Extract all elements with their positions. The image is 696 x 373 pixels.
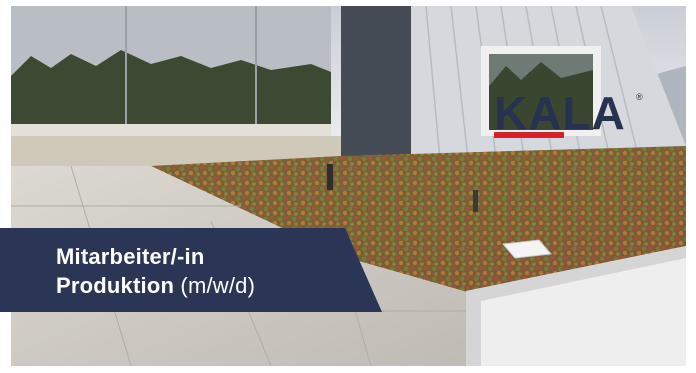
banner-shape [0,228,382,312]
roof-scene [11,6,686,366]
registered-mark: ® [636,92,643,102]
job-title: Mitarbeiter/-in Produktion (m/w/d) [56,242,255,300]
kala-logo: KALA ® [494,88,654,150]
job-title-line1: Mitarbeiter/-in [56,244,205,269]
logo-red-bar [494,132,564,138]
job-title-gender-suffix: (m/w/d) [174,273,256,298]
logo-mark [494,132,564,138]
job-title-line2: Produktion [56,273,175,298]
green-roof-photo [11,6,686,366]
logo-text: KALA [494,87,626,139]
job-banner [0,228,382,312]
